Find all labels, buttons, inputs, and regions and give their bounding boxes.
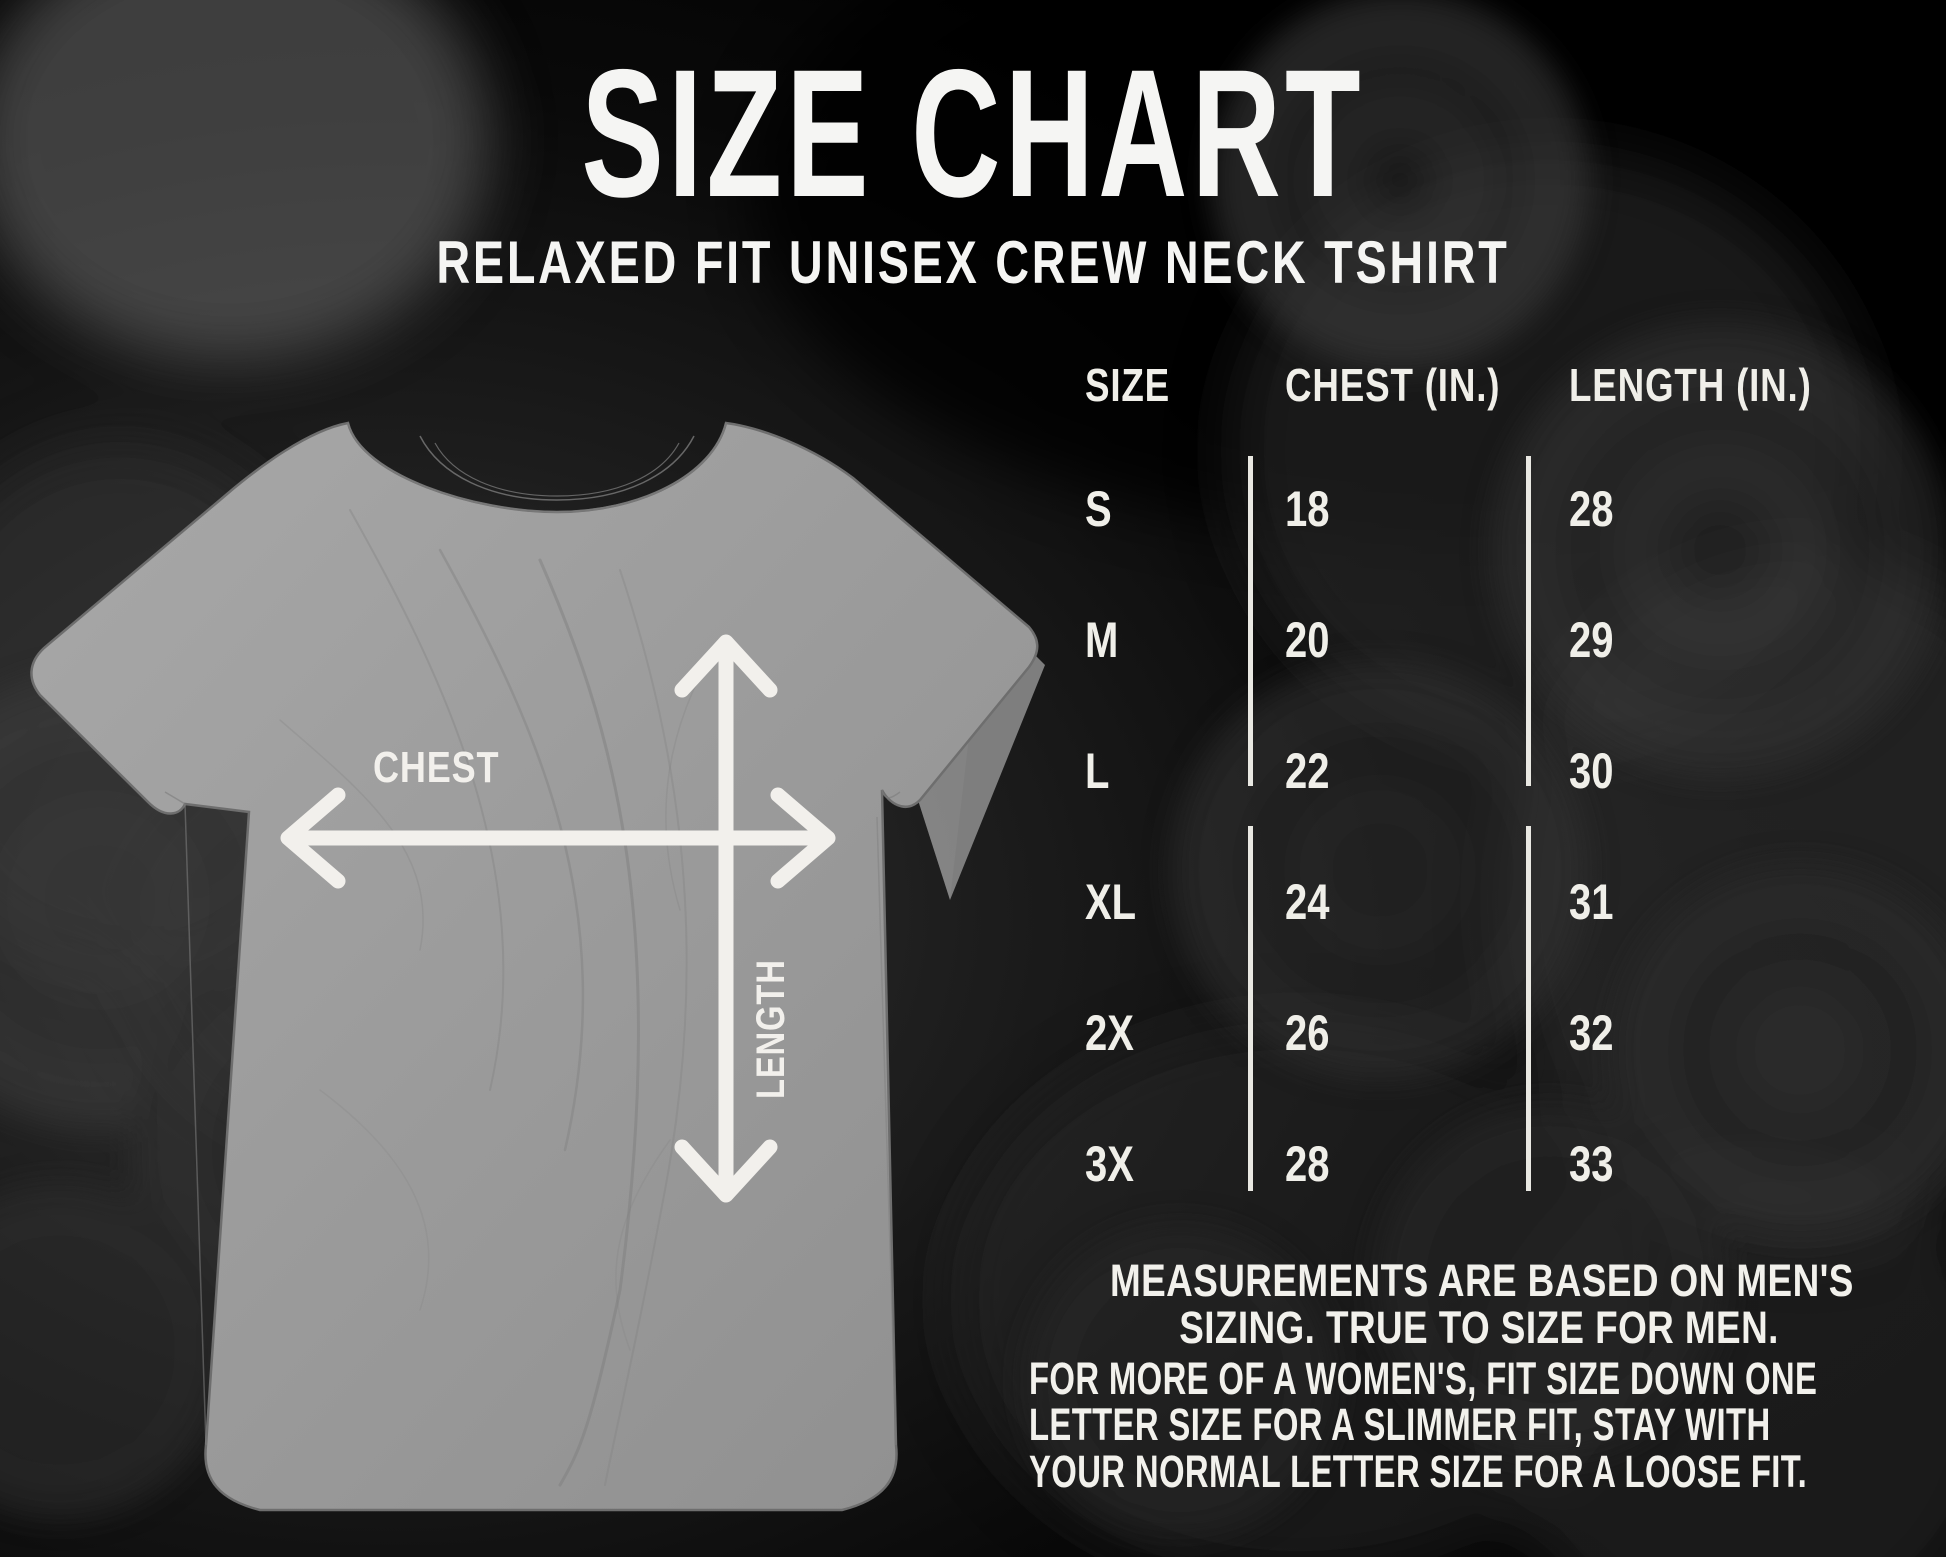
svg-text:CHEST: CHEST (373, 743, 499, 792)
svg-text:LENGTH: LENGTH (748, 959, 793, 1099)
